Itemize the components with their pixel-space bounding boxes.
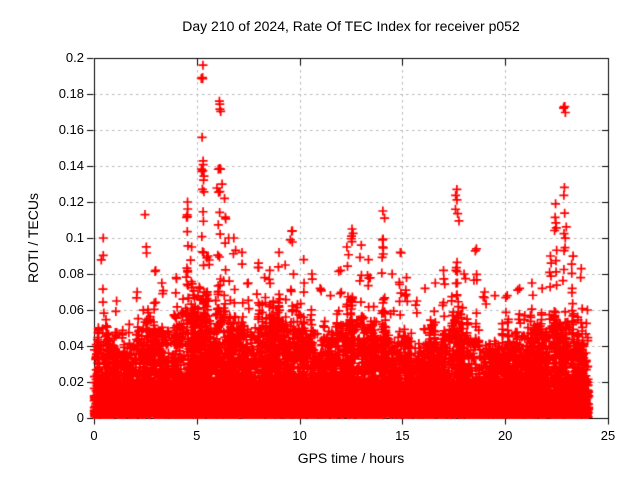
x-tick-label: 10 [292,428,307,443]
y-tick-label: 0 [76,410,84,425]
x-axis-label: GPS time / hours [297,450,405,466]
y-tick-label: 0.14 [58,158,84,173]
y-tick-label: 0.1 [65,230,84,245]
y-tick-label: 0.16 [58,122,84,137]
x-tick-label: 20 [497,428,513,443]
x-tick-label: 15 [395,428,410,443]
x-tick-label: 25 [600,428,616,443]
y-tick-label: 0.04 [58,338,84,353]
y-tick-label: 0.06 [58,302,84,317]
y-tick-label: 0.02 [58,374,84,389]
y-tick-label: 0.2 [65,50,84,65]
x-tick-label: 5 [193,428,201,443]
x-tick-label: 0 [90,428,98,443]
y-tick-label: 0.08 [58,266,84,281]
y-tick-label: 0.18 [58,86,84,101]
chart-title: Day 210 of 2024, Rate Of TEC Index for r… [182,18,520,34]
y-tick-label: 0.12 [58,194,84,209]
